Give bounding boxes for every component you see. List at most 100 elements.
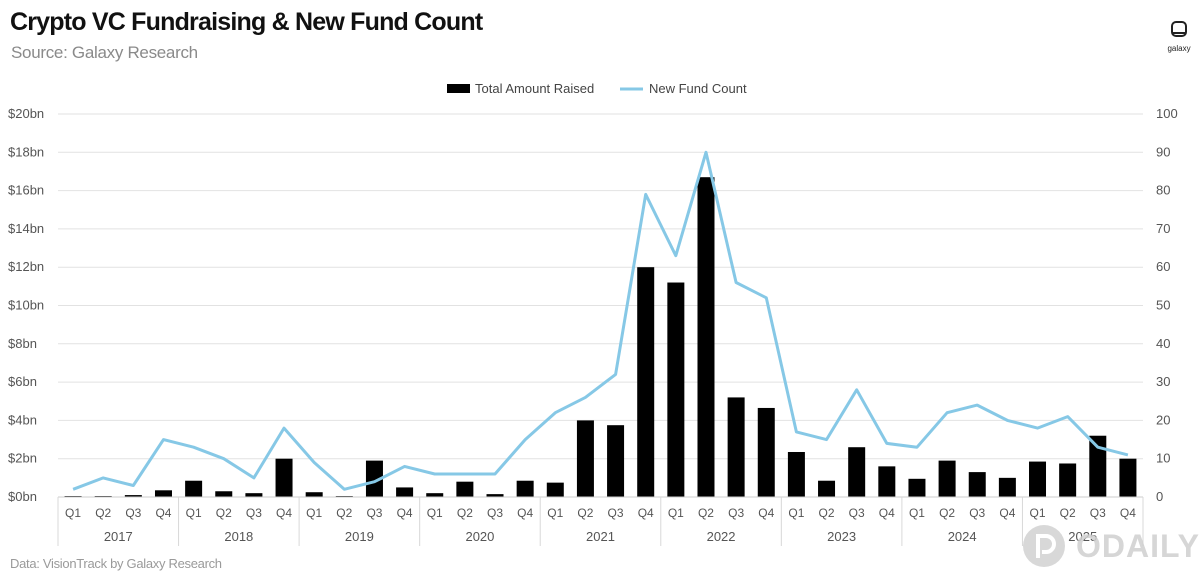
x-quarter-label: Q4 [1120, 506, 1136, 520]
y-right-tick-label: 90 [1156, 144, 1170, 159]
y-right-tick-label: 20 [1156, 412, 1170, 427]
x-year-label: 2019 [345, 529, 374, 544]
bar-amount-raised [607, 425, 625, 497]
y-left-tick-label: $12bn [8, 259, 44, 274]
bar-amount-raised [818, 480, 836, 497]
y-left-tick-label: $16bn [8, 183, 44, 198]
x-quarter-label: Q1 [668, 506, 684, 520]
bar-amount-raised [637, 267, 655, 497]
bar-amount-raised [154, 490, 172, 497]
bar-amount-raised [998, 477, 1016, 497]
x-quarter-label: Q1 [1030, 506, 1046, 520]
x-quarter-label: Q2 [95, 506, 111, 520]
x-quarter-label: Q3 [1090, 506, 1106, 520]
y-right-tick-label: 50 [1156, 298, 1170, 313]
x-quarter-label: Q3 [849, 506, 865, 520]
line-new-fund-count [72, 150, 1129, 491]
line-series [72, 150, 1129, 491]
chart-subtitle: Source: Galaxy Research [11, 43, 198, 62]
x-quarter-label: Q1 [909, 506, 925, 520]
bar-amount-raised [456, 481, 474, 497]
bar-amount-raised [878, 466, 896, 497]
x-quarter-label: Q2 [457, 506, 473, 520]
y-right-tick-label: 80 [1156, 183, 1170, 198]
bar-amount-raised [124, 495, 142, 497]
odaily-watermark: ODAILY [1020, 522, 1199, 570]
x-quarter-label: Q4 [758, 506, 774, 520]
y-left-tick-label: $10bn [8, 298, 44, 313]
x-quarter-label: Q1 [306, 506, 322, 520]
legend-label-count: New Fund Count [649, 81, 747, 96]
y-left-tick-label: $18bn [8, 144, 44, 159]
bar-amount-raised [757, 407, 775, 497]
bar-amount-raised [1089, 435, 1107, 497]
y-axis-left: $0bn $2bn $4bn $6bn $8bn $10bn $12bn $14bn $16bn… [8, 106, 44, 504]
x-quarter-label: Q2 [1060, 506, 1076, 520]
x-axis: Q1 Q2 Q3 Q4 Q1 Q2 Q3 Q4 Q1 Q2 Q3 Q4 Q1 Q2 Q3 Q4 Q1 Q2 Q3 Q4… [57, 496, 1144, 546]
bar-amount-raised [1119, 458, 1137, 497]
x-quarter-label: Q2 [577, 506, 593, 520]
x-year-label: 2023 [827, 529, 856, 544]
x-quarter-label: Q4 [638, 506, 654, 520]
x-quarter-label: Q1 [547, 506, 563, 520]
bar-amount-raised [968, 472, 986, 497]
x-quarter-label: Q2 [336, 506, 352, 520]
y-right-tick-label: 100 [1156, 106, 1178, 121]
x-quarter-label: Q3 [487, 506, 503, 520]
bar-amount-raised [667, 282, 685, 497]
y-left-tick-label: $14bn [8, 221, 44, 236]
bar-amount-raised [697, 177, 715, 497]
y-left-tick-label: $6bn [8, 374, 37, 389]
x-quarter-label: Q1 [186, 506, 202, 520]
y-left-tick-label: $20bn [8, 106, 44, 121]
x-quarter-label: Q4 [155, 506, 171, 520]
x-quarter-label: Q3 [969, 506, 985, 520]
bar-amount-raised [305, 492, 323, 497]
bar-amount-raised [396, 487, 414, 497]
y-left-tick-label: $0bn [8, 489, 37, 504]
bar-amount-raised [787, 451, 805, 497]
x-quarter-label: Q3 [366, 506, 382, 520]
y-right-tick-label: 30 [1156, 374, 1170, 389]
odaily-logo-icon [1023, 525, 1065, 567]
bar-amount-raised [426, 493, 444, 497]
x-quarter-label: Q2 [819, 506, 835, 520]
x-quarter-label: Q2 [698, 506, 714, 520]
x-year-label: 2022 [707, 529, 736, 544]
bar-amount-raised [275, 458, 293, 497]
x-quarter-label: Q4 [517, 506, 533, 520]
x-year-label: 2025 [1068, 529, 1097, 544]
x-quarter-label: Q1 [65, 506, 81, 520]
bar-amount-raised [516, 480, 534, 497]
bar-amount-raised [908, 478, 926, 497]
x-quarter-label: Q4 [397, 506, 413, 520]
x-year-label: 2018 [224, 529, 253, 544]
y-left-tick-label: $2bn [8, 451, 37, 466]
x-year-label: 2020 [465, 529, 494, 544]
bar-amount-raised [1059, 463, 1077, 497]
y-axis-right: 0 10 20 30 40 50 60 70 80 90 100 [1156, 106, 1178, 504]
y-left-tick-label: $4bn [8, 412, 37, 427]
x-year-label: 2017 [104, 529, 133, 544]
galaxy-logo: galaxy [1163, 20, 1195, 53]
x-quarter-label: Q3 [125, 506, 141, 520]
galaxy-logo-text: galaxy [1167, 44, 1191, 53]
x-quarter-label: Q4 [999, 506, 1015, 520]
bar-amount-raised [546, 482, 564, 497]
grid-lines [58, 113, 1143, 498]
bar-amount-raised [486, 494, 504, 497]
x-year-label: 2024 [948, 529, 977, 544]
legend-label-amount: Total Amount Raised [475, 81, 594, 96]
chart-legend: Total Amount Raised New Fund Count [447, 81, 747, 96]
x-quarter-label: Q3 [728, 506, 744, 520]
bar-amount-raised [245, 493, 263, 497]
galaxy-logo-icon [1171, 21, 1187, 37]
y-right-tick-label: 40 [1156, 336, 1170, 351]
x-quarter-label: Q3 [608, 506, 624, 520]
chart-title: Crypto VC Fundraising & New Fund Count [10, 8, 483, 36]
legend-bar-swatch [447, 84, 470, 93]
odaily-watermark-text: ODAILY [1076, 528, 1199, 564]
x-year-label: 2021 [586, 529, 615, 544]
footer-source: Data: VisionTrack by Galaxy Research [10, 556, 222, 571]
